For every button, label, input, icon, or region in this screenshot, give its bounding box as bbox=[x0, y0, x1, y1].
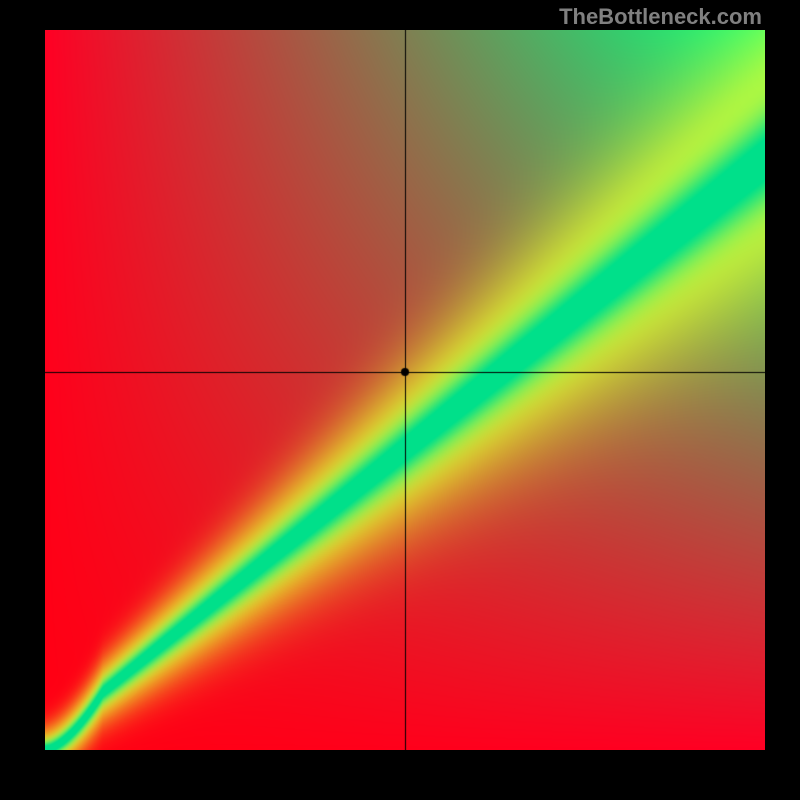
watermark-text: TheBottleneck.com bbox=[559, 4, 762, 30]
outer-frame: TheBottleneck.com bbox=[0, 0, 800, 800]
bottleneck-heatmap bbox=[45, 30, 765, 750]
